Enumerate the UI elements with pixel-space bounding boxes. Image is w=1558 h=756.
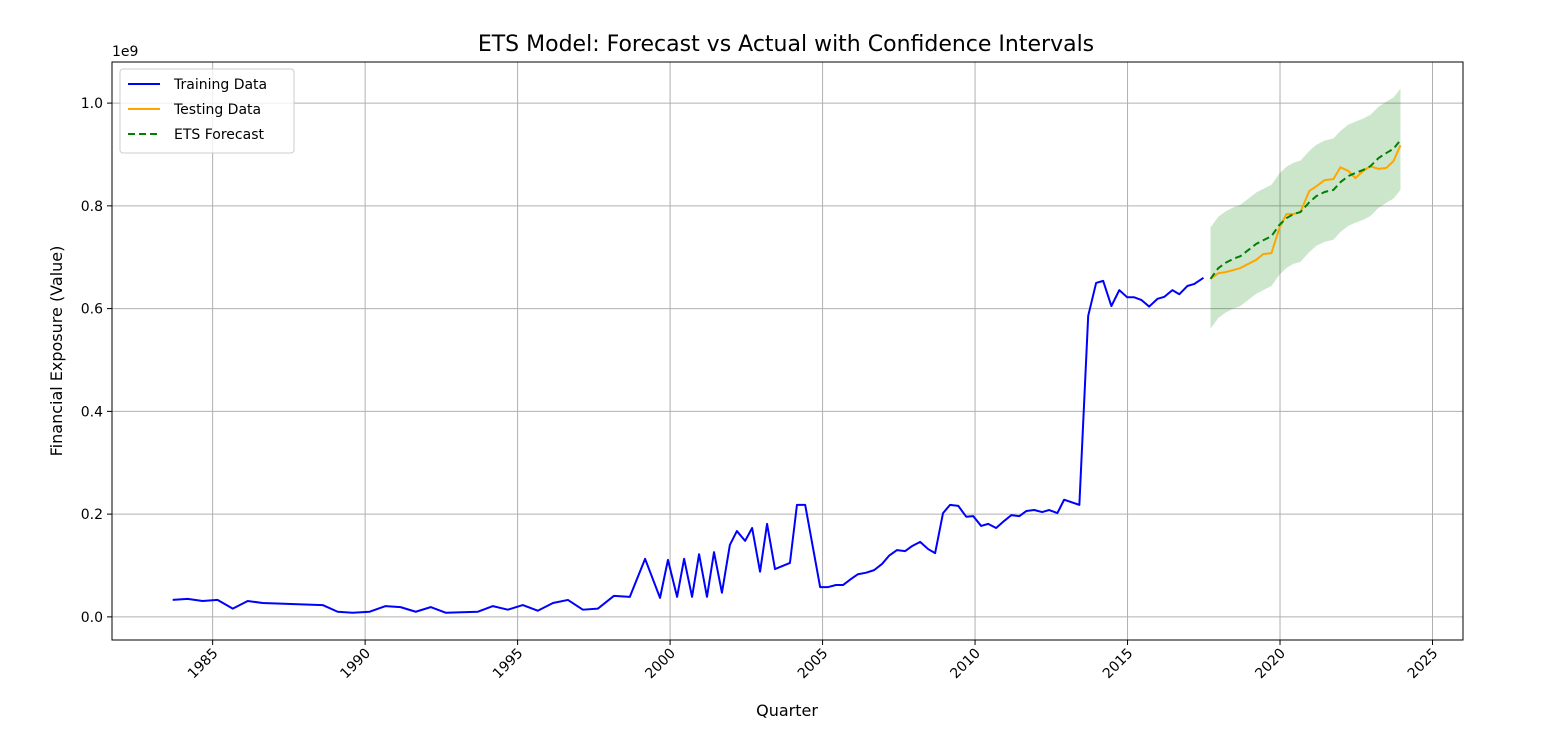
x-tick-label: 1985 <box>185 646 222 683</box>
series-line-training-data <box>172 276 1205 614</box>
y-axis: 0.0 0.2 0.4 0.6 0.8 1.0 <box>81 96 112 626</box>
legend-label: ETS Forecast <box>174 127 264 143</box>
y-tick-label: 1.0 <box>81 96 103 112</box>
x-tick-label: 2005 <box>795 646 832 683</box>
confidence-interval-area <box>1210 88 1401 329</box>
legend: Training Data Testing Data ETS Forecast <box>119 68 295 154</box>
x-tick-label: 2010 <box>947 646 984 683</box>
y-tick-label: 0.2 <box>81 507 103 523</box>
x-tick-label: 2015 <box>1100 646 1137 683</box>
x-tick-label: 2020 <box>1252 646 1289 683</box>
series-line-ets-forecast <box>1209 139 1402 280</box>
plot-frame <box>111 61 1464 641</box>
legend-label: Training Data <box>173 77 267 93</box>
x-axis: 1985 1990 1995 2000 2005 2010 2015 2020 2025 <box>185 640 1441 682</box>
x-axis-label: Quarter <box>756 701 818 720</box>
legend-box <box>119 68 295 154</box>
x-tick-label: 1990 <box>337 646 374 683</box>
legend-label: Testing Data <box>173 102 261 118</box>
y-axis-label: Financial Exposure (Value) <box>47 246 66 457</box>
x-tick-label: 2000 <box>642 646 679 683</box>
y-tick-label: 0.4 <box>81 404 103 420</box>
x-tick-label: 2025 <box>1405 646 1442 683</box>
y-tick-label: 0.0 <box>81 610 103 626</box>
y-tick-label: 0.6 <box>81 302 103 318</box>
grid <box>112 62 1463 640</box>
confidence-band <box>1210 88 1401 329</box>
y-tick-label: 0.8 <box>81 199 103 215</box>
y-offset-label: 1e9 <box>112 44 138 60</box>
chart-title: ETS Model: Forecast vs Actual with Confi… <box>478 32 1094 57</box>
series-lines <box>172 139 1402 614</box>
x-tick-label: 1995 <box>490 646 527 683</box>
